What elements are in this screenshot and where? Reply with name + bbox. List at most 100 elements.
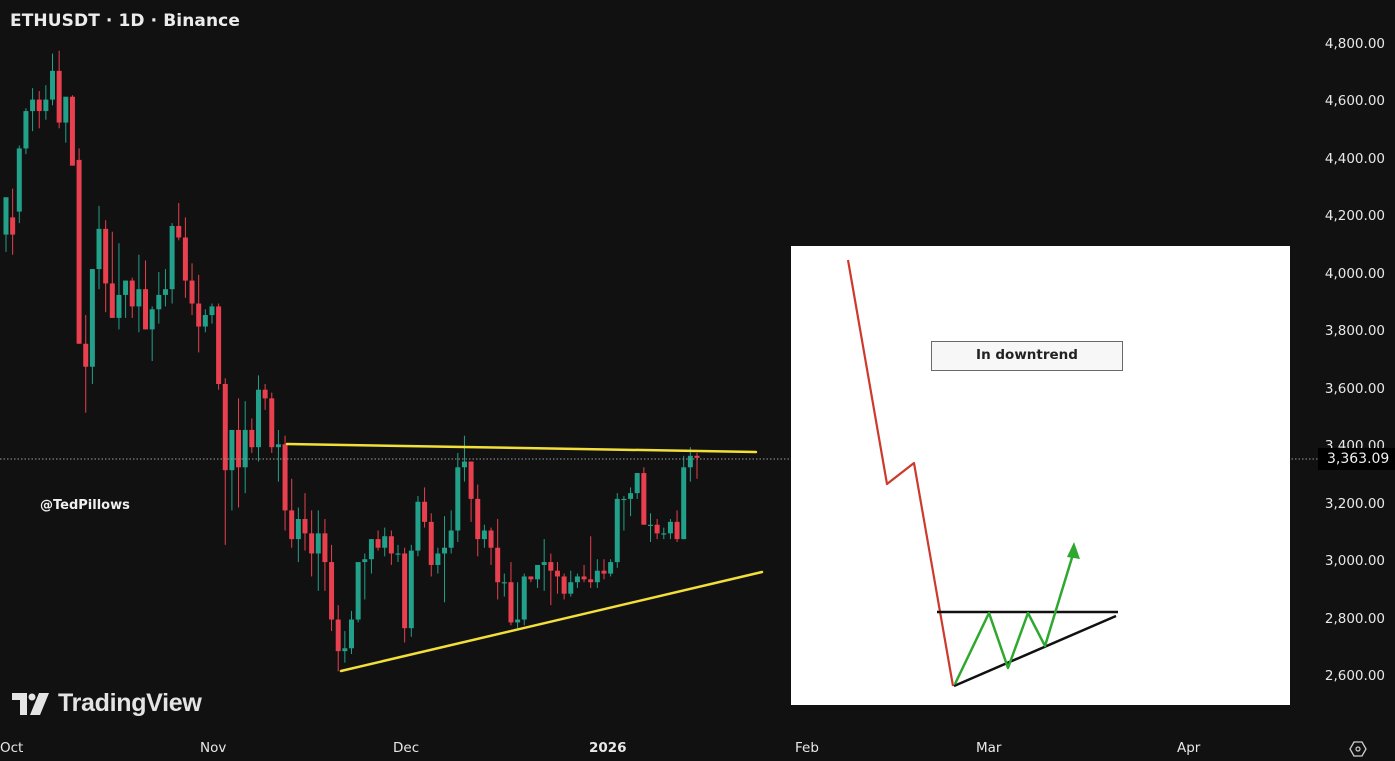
candle-down <box>309 533 315 554</box>
candle-up <box>681 467 687 540</box>
candle-down <box>103 228 109 284</box>
time-tick: Apr <box>1177 740 1201 756</box>
candle-down <box>388 536 394 554</box>
candle-down <box>495 547 501 583</box>
candle-down <box>69 96 75 166</box>
candle-down <box>129 280 135 307</box>
candle-down <box>10 217 16 235</box>
candle-down <box>222 383 228 471</box>
price-tick: 4,600.00 <box>1324 93 1385 110</box>
candle-up <box>242 429 248 468</box>
time-tick: Oct <box>0 740 24 756</box>
candle-up <box>368 539 374 560</box>
candle-up <box>349 619 354 649</box>
candle-up <box>535 564 541 580</box>
candle-up <box>255 389 261 448</box>
candle-down <box>322 533 328 563</box>
breakout-arrow-icon <box>1067 542 1080 559</box>
time-tick: Feb <box>795 740 819 756</box>
candle-up <box>501 582 507 584</box>
breakout-zigzag <box>953 550 1076 685</box>
candle-up <box>541 562 547 565</box>
candle-up <box>156 294 162 310</box>
candle-down <box>302 519 308 534</box>
tradingview-logo-text: TradingView <box>58 689 202 717</box>
candle-up <box>229 429 235 471</box>
candle-down <box>375 539 381 548</box>
price-tick: 3,200.00 <box>1324 495 1385 512</box>
candle-down <box>282 444 288 511</box>
candle-down <box>176 225 182 238</box>
candle-up <box>568 582 574 594</box>
candle-down <box>262 389 268 399</box>
candles-layer <box>3 50 700 672</box>
candle-down <box>249 429 255 448</box>
candle-up <box>116 294 122 318</box>
candle-up <box>455 467 461 531</box>
candle-up <box>382 536 388 548</box>
candle-up <box>687 455 693 468</box>
price-tick: 4,400.00 <box>1324 150 1385 167</box>
candle-up <box>667 521 673 534</box>
candle-up <box>521 576 527 620</box>
price-tick: 3,600.00 <box>1324 380 1385 397</box>
tradingview-logo[interactable]: TradingView <box>12 689 202 718</box>
settings-hexagon-icon[interactable] <box>1349 740 1367 758</box>
candle-up <box>448 530 454 548</box>
candle-up <box>169 225 175 290</box>
candle-down <box>508 582 514 623</box>
candle-up <box>295 519 301 540</box>
candle-down <box>694 455 700 458</box>
price-tick: 3,000.00 <box>1324 553 1385 570</box>
pattern-inset-image: In downtrend <box>791 246 1290 705</box>
candle-up <box>594 570 600 583</box>
price-tick: 4,000.00 <box>1324 265 1385 282</box>
candle-down <box>329 562 335 620</box>
candle-down <box>109 283 115 318</box>
candle-up <box>481 530 487 540</box>
time-tick: Mar <box>976 740 1002 756</box>
candle-up <box>408 550 414 629</box>
candle-up <box>30 99 36 112</box>
time-tick: Dec <box>393 740 420 756</box>
candle-up <box>123 280 129 295</box>
candle-down <box>182 237 188 281</box>
symbol-title[interactable]: ETHUSDT · 1D · Binance <box>10 11 240 31</box>
candle-down <box>36 99 42 112</box>
candle-down <box>641 473 647 525</box>
candle-down <box>428 521 434 565</box>
price-tick: 2,800.00 <box>1324 610 1385 627</box>
candle-down <box>196 303 202 327</box>
candle-down <box>143 289 149 330</box>
candle-up <box>342 648 348 652</box>
candle-up <box>395 553 401 555</box>
candle-up <box>435 553 441 565</box>
candle-up <box>442 547 448 554</box>
candle-up <box>315 533 321 554</box>
candle-down <box>548 562 554 571</box>
candle-down <box>335 619 341 652</box>
candle-down <box>76 159 82 344</box>
candle-up <box>16 148 22 212</box>
candle-down <box>269 398 275 448</box>
resistance-trendline[interactable] <box>285 442 758 454</box>
price-tick: 4,200.00 <box>1324 208 1385 225</box>
candle-up <box>149 309 155 330</box>
candle-up <box>608 562 614 574</box>
candle-down <box>83 343 89 367</box>
time-tick: 2026 <box>589 740 627 756</box>
support-trendline[interactable] <box>339 570 764 673</box>
candle-down <box>189 280 195 304</box>
candle-up <box>96 228 102 270</box>
candle-up <box>647 524 653 526</box>
candle-down <box>654 524 660 534</box>
candle-up <box>202 315 208 327</box>
candle-up <box>355 562 361 620</box>
price-tick: 2,600.00 <box>1324 668 1385 684</box>
author-watermark: @TedPillows <box>40 498 130 513</box>
candle-down <box>601 570 607 574</box>
candle-down <box>528 576 534 580</box>
candle-up <box>362 559 368 563</box>
price-tick: 3,800.00 <box>1324 323 1385 340</box>
